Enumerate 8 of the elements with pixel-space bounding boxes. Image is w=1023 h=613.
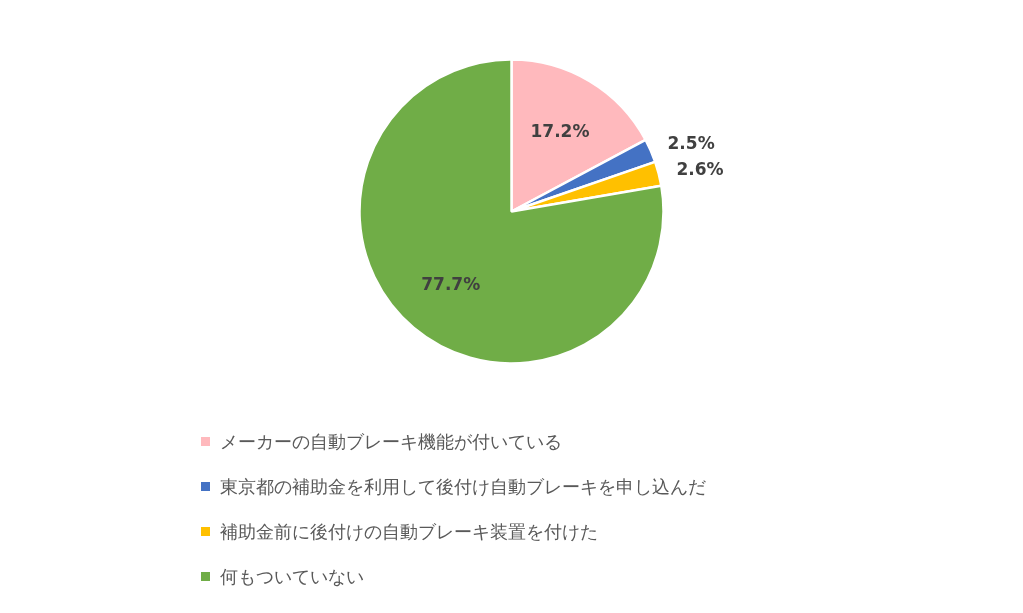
data-label: 2.6% [676, 159, 724, 180]
data-label: 2.5% [667, 133, 715, 154]
legend-label: 補助金前に後付けの自動ブレーキ装置を付けた [219, 521, 598, 542]
legend-label: 東京都の補助金を利用して後付け自動ブレーキを申し込んだ [219, 476, 706, 497]
legend-label: メーカーの自動ブレーキ機能が付いている [219, 431, 562, 452]
data-label: 17.2% [530, 120, 590, 141]
data-label: 77.7% [421, 273, 481, 294]
legend-label: 何もついていない [219, 566, 364, 587]
